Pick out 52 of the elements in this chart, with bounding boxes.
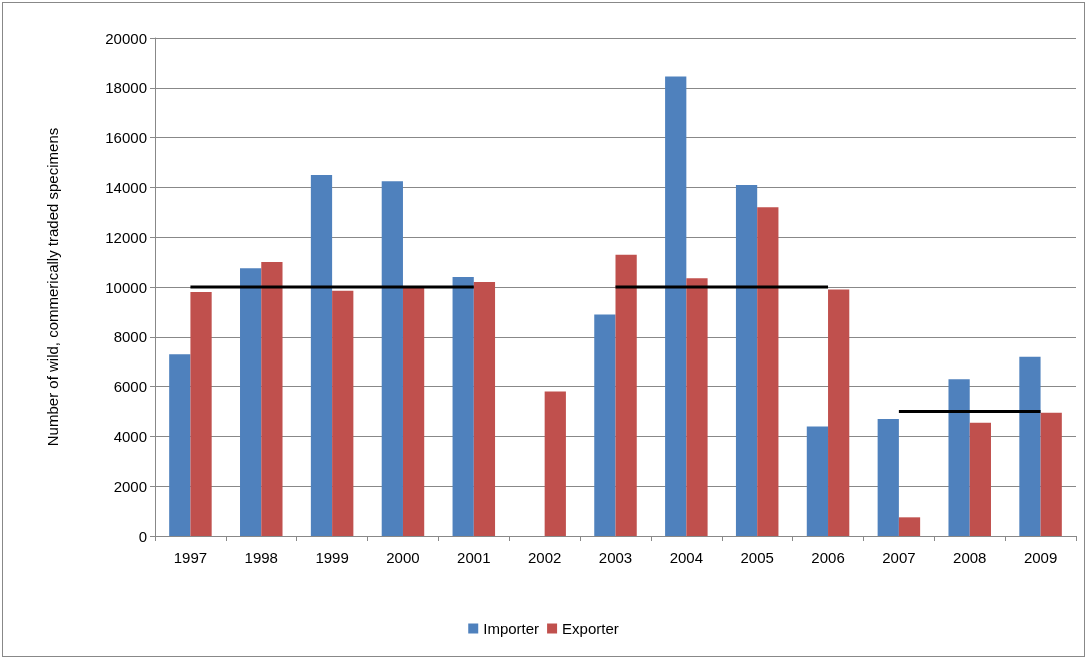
bar [665, 76, 687, 536]
y-tick-label: 4000 [113, 427, 147, 445]
y-axis-title: Number of wild, commerically traded specimens [44, 127, 61, 447]
bar [735, 184, 758, 536]
bar [402, 287, 425, 536]
x-tick-label: 2002 [527, 549, 562, 566]
x-tick-label: 1999 [315, 549, 349, 566]
x-tick-label: 2006 [811, 549, 845, 566]
bar [828, 289, 850, 536]
x-tick-label: 1997 [173, 549, 208, 566]
y-tick-label: 8000 [113, 328, 147, 346]
bar [757, 207, 779, 536]
x-tick-label: 1998 [244, 549, 278, 566]
x-tick-label: 2001 [457, 549, 491, 566]
x-tick-label: 2007 [882, 549, 916, 566]
y-tick-label: 18000 [105, 79, 147, 97]
bar [332, 290, 354, 536]
bar [544, 391, 566, 536]
x-tick-label: 2008 [953, 549, 987, 566]
x-tick-label: 2004 [669, 549, 704, 566]
x-tick-label: 2000 [386, 549, 420, 566]
bar [877, 418, 899, 536]
bar [169, 354, 191, 536]
bar [594, 314, 616, 536]
bar [261, 262, 283, 536]
bar [190, 291, 212, 536]
bar [310, 174, 333, 536]
x-tick-label: 2003 [598, 549, 633, 566]
bar [898, 517, 921, 536]
bar [381, 181, 403, 536]
y-tick-label: 14000 [105, 178, 147, 196]
bar [240, 268, 262, 536]
legend-label: Exporter [562, 620, 619, 637]
bar [473, 282, 496, 536]
bar [615, 254, 637, 536]
y-tick-label: 0 [138, 527, 147, 545]
y-tick-label: 16000 [105, 129, 147, 147]
y-tick-label: 20000 [105, 29, 147, 47]
bar [686, 278, 708, 536]
bar [452, 277, 474, 536]
bar [969, 422, 991, 536]
bar [806, 426, 829, 536]
y-tick-label: 12000 [105, 228, 147, 246]
bar [948, 379, 970, 536]
bar [1040, 412, 1062, 536]
x-tick-label: 2005 [740, 549, 774, 566]
y-tick-label: 6000 [113, 378, 147, 396]
x-tick-label: 2009 [1023, 549, 1058, 566]
bar [1019, 356, 1041, 536]
y-tick-label: 2000 [113, 477, 147, 495]
y-tick-label: 10000 [105, 278, 147, 296]
legend-label: Importer [483, 620, 540, 637]
